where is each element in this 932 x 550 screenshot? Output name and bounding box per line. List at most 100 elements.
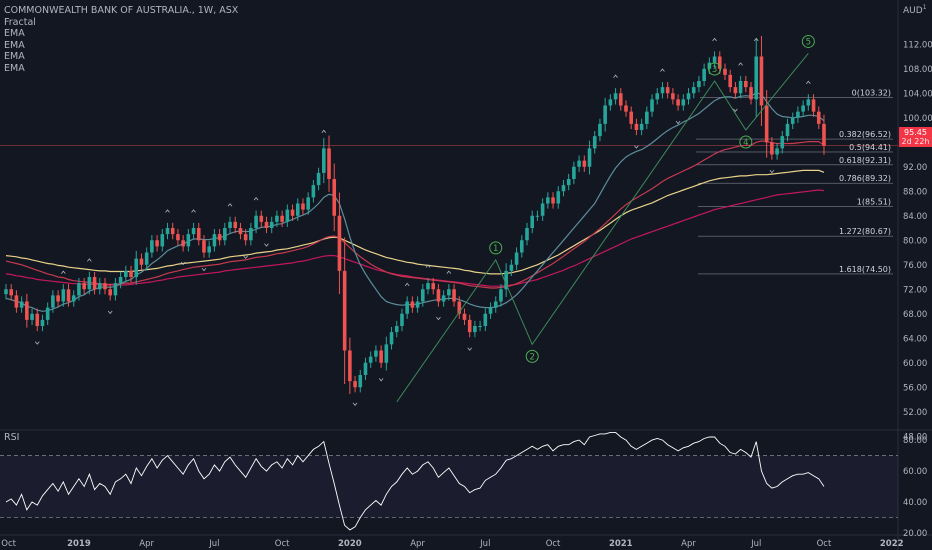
candle-body: [493, 301, 498, 308]
candle-body: [379, 350, 383, 363]
candle-body: [816, 111, 821, 124]
candle-body: [243, 234, 248, 241]
candle-body: [712, 56, 717, 63]
fractal-down-marker: [264, 243, 269, 247]
elliott-wave-circle: [739, 135, 753, 149]
candle-body: [113, 283, 118, 296]
fractal-up-marker: [738, 62, 743, 66]
symbol-title[interactable]: COMMONWEALTH BANK OF AUSTRALIA., 1W, ASX: [4, 5, 239, 16]
candle-body: [462, 313, 467, 320]
fractal-down-marker: [733, 108, 738, 113]
currency-label[interactable]: AUD1: [903, 4, 927, 16]
candle-body: [457, 301, 462, 314]
fib-level-label: 0.786(89.32): [839, 174, 891, 183]
candle-body: [384, 344, 389, 363]
fractal-up-marker: [660, 68, 665, 72]
fractal-down-marker: [675, 120, 681, 125]
candle-body: [467, 319, 472, 333]
candle-body: [25, 301, 29, 320]
fractal-down-marker: [352, 402, 358, 407]
candle-body: [634, 123, 639, 130]
candle-body: [806, 99, 811, 106]
indicator-ema-3[interactable]: EMA: [4, 51, 25, 62]
candle-body: [790, 117, 795, 124]
candle-body: [452, 289, 456, 302]
candle-body: [61, 289, 66, 302]
candle-body: [358, 375, 363, 388]
candle-body: [478, 326, 482, 327]
indicator-ema-4[interactable]: EMA: [4, 62, 25, 74]
candle-body: [665, 87, 670, 94]
candle-body: [165, 228, 170, 235]
elliott-wave-path: [396, 53, 809, 403]
fib-level-label: 0.5(94.41): [849, 143, 891, 152]
candle-body: [337, 215, 342, 271]
candle-body: [19, 301, 24, 308]
rsi-band: [0, 455, 898, 518]
candle-body: [770, 142, 774, 155]
candle-body: [639, 123, 644, 130]
candle-body: [483, 313, 488, 326]
y-tick-label: 104.00: [903, 89, 932, 99]
last-price-value: 95.45: [904, 128, 927, 137]
elliott-wave-circle: [708, 62, 722, 76]
candle-body: [551, 197, 555, 204]
y-tick-label: 100.00: [903, 114, 932, 124]
candle-body: [223, 228, 227, 241]
rsi-line: [5, 431, 825, 531]
candle-body: [421, 289, 425, 302]
candle-body: [103, 283, 107, 290]
candle-body: [186, 234, 191, 247]
candle-body: [499, 289, 503, 302]
candle-body: [249, 228, 253, 241]
fractal-down-marker: [201, 267, 207, 272]
candle-body: [259, 215, 264, 222]
y-tick-label: 92.00: [903, 163, 927, 173]
candle-body: [269, 221, 274, 228]
x-tick-label: Jul: [208, 539, 219, 549]
candle-body: [170, 228, 175, 235]
candle-body: [254, 215, 258, 228]
candle-body: [139, 258, 144, 265]
candle-body: [311, 185, 316, 198]
x-tick-label: Jul: [479, 539, 490, 549]
candle-body: [519, 240, 524, 253]
candle-body: [697, 81, 701, 88]
candle-body: [717, 56, 722, 69]
candle-body: [728, 74, 732, 88]
indicator-ema-2[interactable]: EMA: [4, 39, 25, 51]
candle-body: [723, 68, 727, 75]
y-tick-label: 56.00: [903, 383, 927, 393]
candle-body: [400, 313, 404, 326]
candle-body: [546, 197, 550, 204]
candle-body: [759, 56, 764, 106]
candle-body: [144, 252, 149, 265]
candle-body: [796, 111, 800, 118]
fractal-up-marker: [87, 258, 92, 262]
fractal-up-marker: [404, 282, 410, 287]
candle-body: [394, 326, 399, 333]
rsi-label[interactable]: RSI: [4, 432, 20, 443]
candle-body: [264, 221, 269, 228]
fib-level-label: 0(103.32): [852, 88, 891, 97]
candle-body: [473, 326, 477, 333]
indicator-fractal[interactable]: Fractal: [4, 16, 36, 28]
candle-body: [566, 179, 571, 186]
fractal-down-marker: [34, 341, 40, 345]
x-tick-label: Apr: [681, 539, 696, 549]
y-tick-label: 108.00: [903, 65, 932, 75]
fractal-down-marker: [243, 255, 248, 260]
candle-body: [514, 252, 519, 265]
y-tick-label: 64.00: [903, 334, 927, 344]
candle-body: [785, 123, 790, 137]
candle-body: [295, 203, 300, 216]
candle-body: [426, 283, 430, 290]
indicator-ema-1[interactable]: EMA: [4, 28, 25, 39]
x-tick-label: 2021: [609, 539, 633, 549]
candle-body: [764, 105, 769, 143]
candle-body: [603, 105, 607, 124]
candle-body: [389, 332, 394, 345]
elliott-wave-circle: [801, 34, 815, 48]
candle-body: [134, 258, 139, 277]
